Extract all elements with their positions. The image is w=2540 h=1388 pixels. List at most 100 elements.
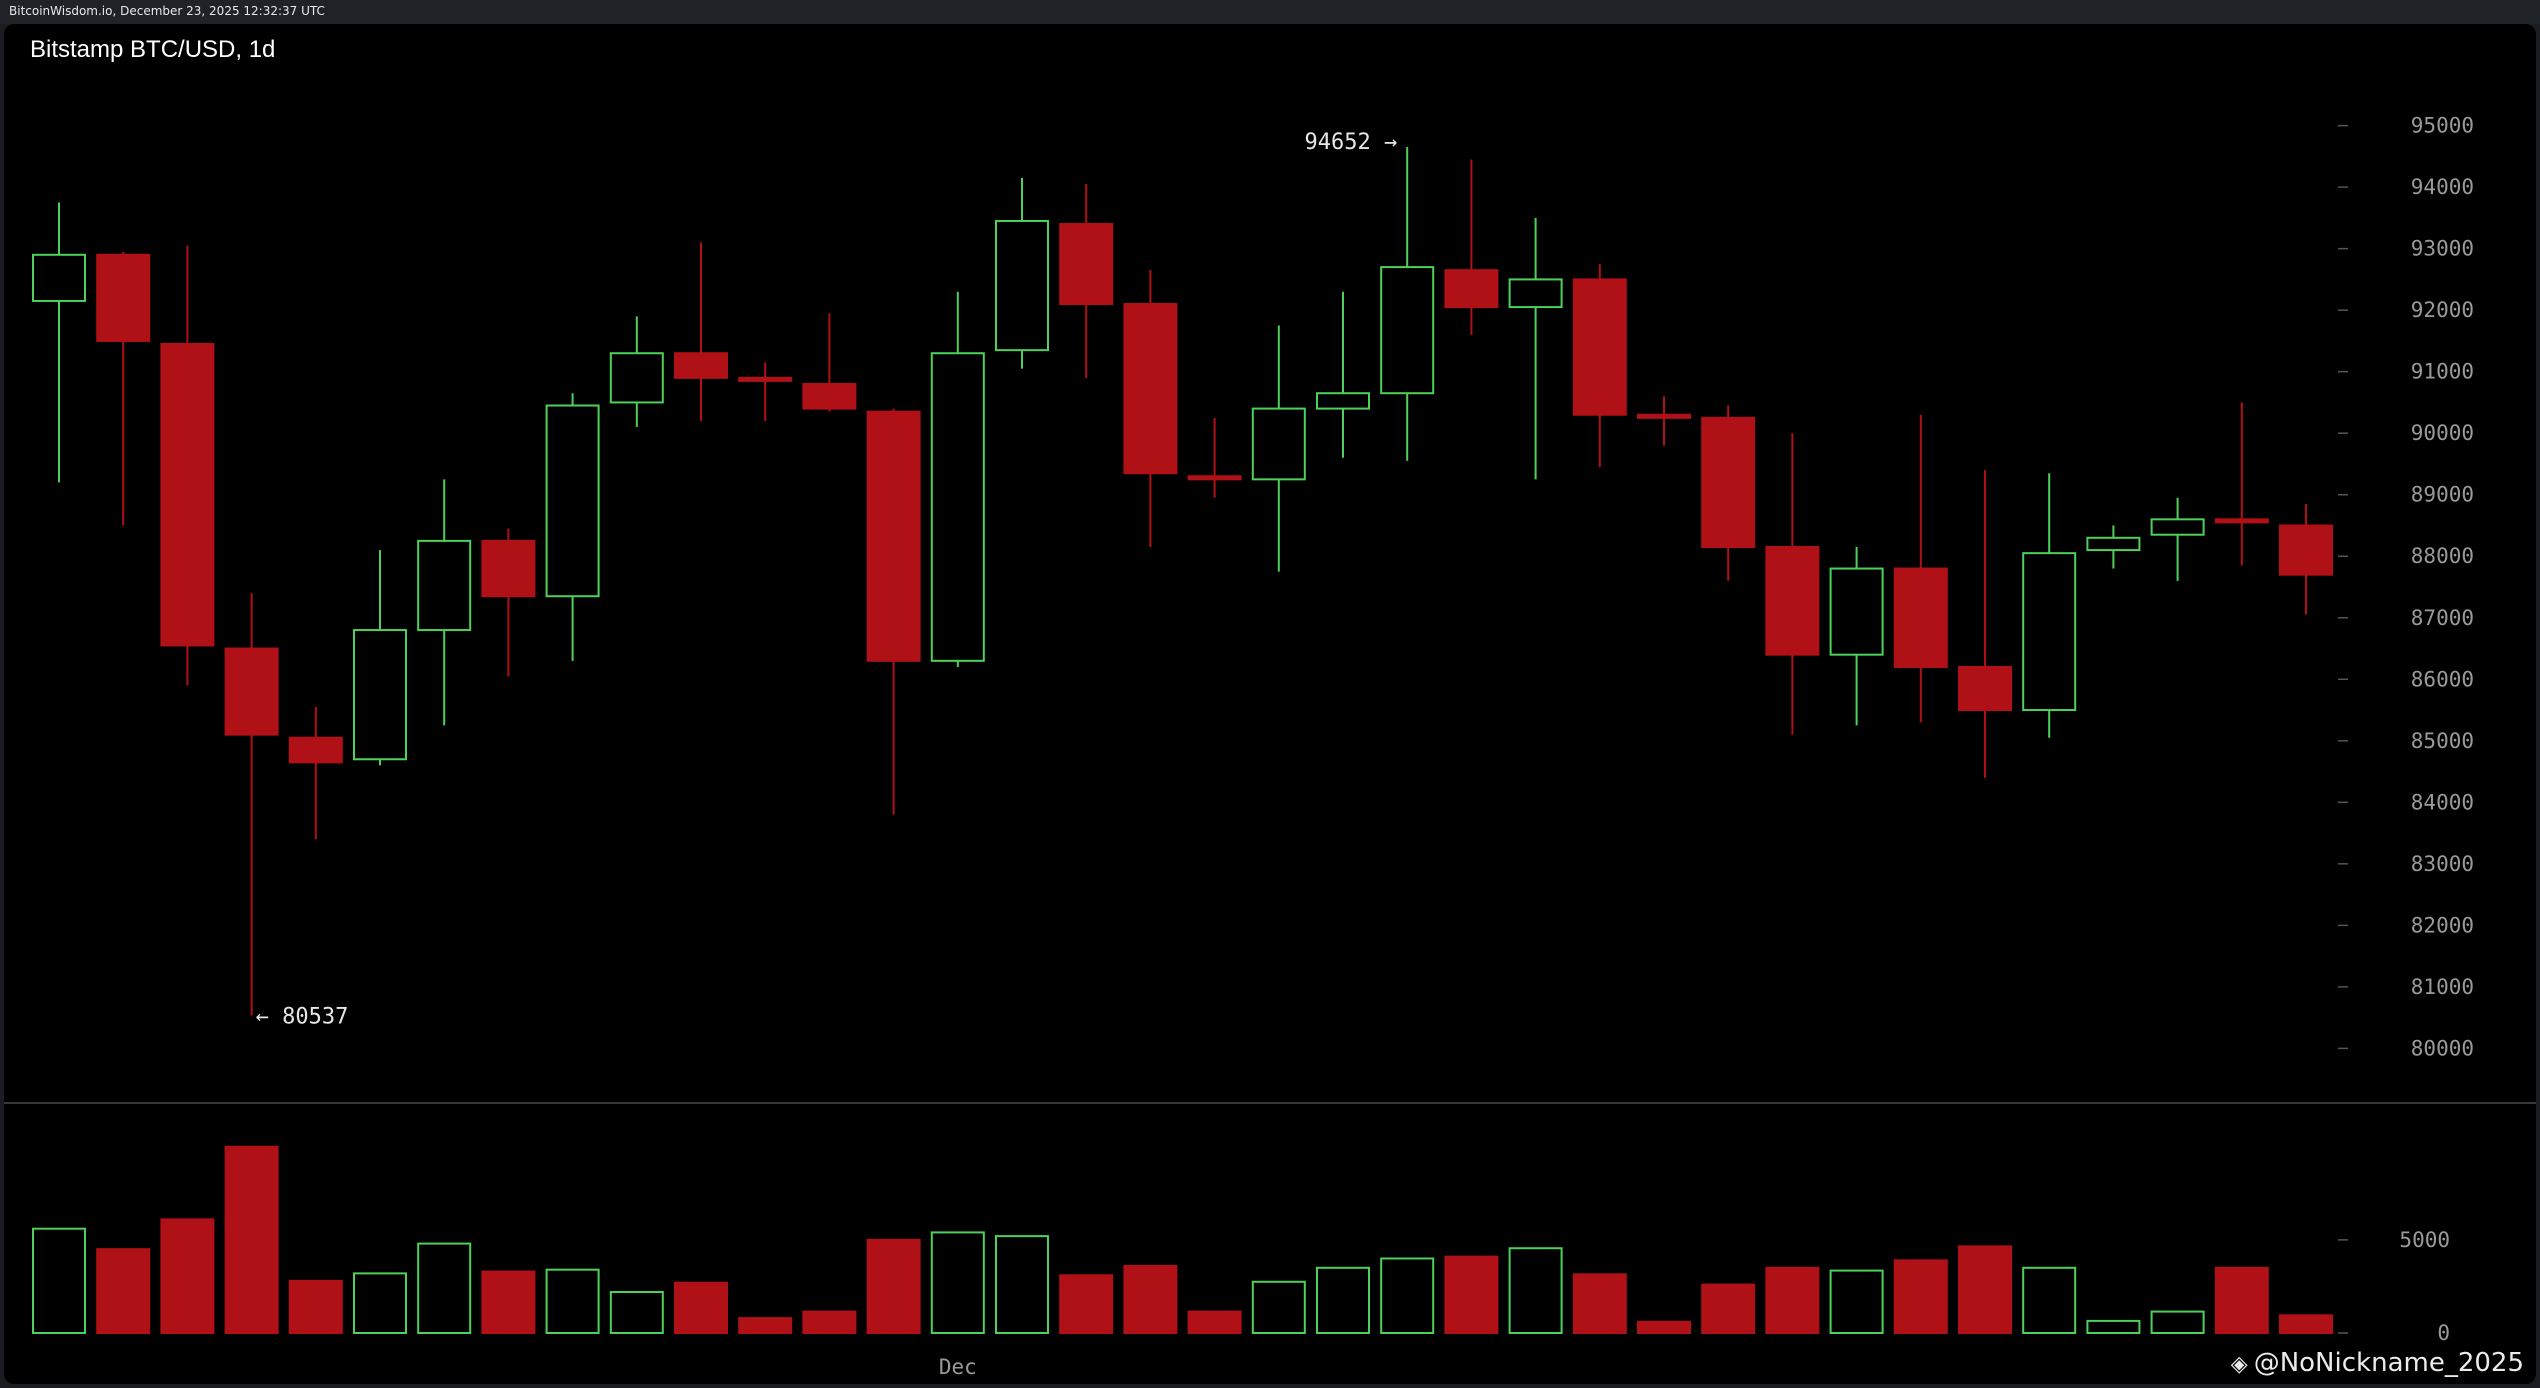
price-tick-label: 81000 <box>2411 975 2474 999</box>
chart-svg: 80000 81000 82000 83000 84000 85000 86000 87000… <box>4 114 2536 1379</box>
candle-body-down <box>160 343 215 647</box>
candle-body-up <box>930 352 985 662</box>
volume-bar-up <box>1316 1266 1370 1335</box>
candle-body-down <box>1765 546 1820 656</box>
candle-body-down <box>1059 223 1114 306</box>
volume-bar-down <box>160 1218 215 1335</box>
candle-body-down <box>738 376 793 382</box>
chart-frame: 80000 81000 82000 83000 84000 85000 86000 87000… <box>4 24 2536 1384</box>
high-annotation: 94652 → <box>1304 130 1397 155</box>
candle-body-up <box>1251 407 1306 481</box>
candle-body-up <box>2086 536 2141 552</box>
volume-bar-down <box>1701 1283 1756 1334</box>
volume-bar-down <box>96 1248 151 1335</box>
price-tick-label: 80000 <box>2411 1036 2474 1060</box>
binance-logo-icon: ◈ <box>2230 1352 2248 1377</box>
candle-body-down <box>2279 524 2333 576</box>
volume-bar-up <box>353 1272 407 1335</box>
volume-bar-down <box>1123 1264 1178 1334</box>
candle-body-down <box>288 736 343 764</box>
volume-bar-down <box>1765 1266 1820 1335</box>
candle-body-down <box>2214 518 2269 524</box>
candle-body-up <box>1380 266 1435 395</box>
candle-body-down <box>96 253 151 342</box>
candle-body-down <box>1893 567 1948 668</box>
volume-bar-up <box>1251 1280 1306 1335</box>
price-tick-label: 95000 <box>2411 114 2474 138</box>
candle-body-down <box>1701 416 1756 549</box>
volume-bar-down <box>2279 1314 2333 1335</box>
volume-bar-down <box>802 1310 857 1335</box>
volume-bar-down <box>866 1238 921 1335</box>
volume-bar-up <box>545 1268 600 1334</box>
candle-body-up <box>417 539 472 632</box>
price-tick-label: 91000 <box>2411 360 2474 384</box>
volume-bar-up <box>1380 1257 1435 1335</box>
volume-tick-label: 5000 <box>2399 1228 2450 1252</box>
candle-body-down <box>1187 475 1242 481</box>
volume-bar-up <box>2086 1319 2141 1335</box>
candle-body-up <box>1316 392 1370 410</box>
price-tick-label: 92000 <box>2411 298 2474 322</box>
volume-bar-down <box>1958 1245 2012 1334</box>
watermark: ◈ @NoNickname_2025 <box>2231 1348 2524 1378</box>
volume-bar-up <box>1829 1269 1884 1334</box>
price-tick-label: 87000 <box>2411 606 2474 630</box>
price-tick-label: 82000 <box>2411 913 2474 937</box>
volume-bar-down <box>1444 1255 1499 1334</box>
price-tick-label: 90000 <box>2411 421 2474 445</box>
volume-bar-up <box>2022 1266 2077 1335</box>
volume-bar-up <box>1508 1247 1563 1335</box>
price-tick-label: 84000 <box>2411 790 2474 814</box>
candle-body-down <box>1444 269 1499 309</box>
price-tick-label: 85000 <box>2411 729 2474 753</box>
volume-bar-down <box>1059 1274 1114 1334</box>
candle-body-up <box>995 219 1049 352</box>
price-tick-label: 88000 <box>2411 544 2474 568</box>
candle-body-up <box>1508 278 1563 309</box>
candle-body-up <box>2022 552 2077 712</box>
volume-bar-up <box>609 1291 664 1335</box>
candle-body-down <box>1123 303 1178 475</box>
price-tick-label: 89000 <box>2411 483 2474 507</box>
volume-bar-down <box>2214 1266 2269 1335</box>
volume-bar-down <box>738 1317 793 1334</box>
volume-bar-down <box>224 1145 279 1334</box>
candle-body-up <box>1829 567 1884 656</box>
price-tick-label: 94000 <box>2411 175 2474 199</box>
candle-body-down <box>224 647 279 736</box>
price-tick-label: 93000 <box>2411 237 2474 261</box>
candle-body-down <box>802 382 857 410</box>
volume-bar-down <box>481 1270 536 1335</box>
candle-body-down <box>866 410 921 662</box>
candle-body-up <box>353 629 407 761</box>
chart-title: Bitstamp BTC/USD, 1d <box>30 36 276 63</box>
x-tick-label: Dec <box>939 1355 977 1379</box>
volume-bar-up <box>930 1231 985 1334</box>
volume-bar-down <box>674 1281 728 1335</box>
volume-bar-down <box>1572 1273 1627 1334</box>
watermark-text: @NoNickname_2025 <box>2253 1348 2524 1378</box>
candle-body-up <box>2150 518 2205 536</box>
top-bar: BitcoinWisdom.io, December 23, 2025 12:3… <box>0 0 2540 24</box>
candle-body-up <box>609 352 664 404</box>
price-tick-label: 86000 <box>2411 667 2474 691</box>
candle-body-down <box>1572 278 1627 416</box>
candle-body-up <box>32 253 86 302</box>
volume-tick-label: 0 <box>2437 1321 2450 1345</box>
candle-body-down <box>1637 413 1691 419</box>
volume-bar-down <box>1893 1259 1948 1334</box>
volume-bar-up <box>417 1242 472 1335</box>
volume-bar-down <box>288 1279 343 1335</box>
price-tick-label: 83000 <box>2411 852 2474 876</box>
volume-bar-down <box>1187 1310 1242 1335</box>
volume-bar-up <box>2150 1310 2205 1335</box>
candle-body-down <box>1958 665 2012 712</box>
top-bar-text: BitcoinWisdom.io, December 23, 2025 12:3… <box>9 4 325 18</box>
low-annotation: ← 80537 <box>256 1004 349 1029</box>
candle-body-down <box>481 539 536 598</box>
volume-bar-up <box>995 1235 1049 1334</box>
volume-bar-down <box>1637 1320 1691 1334</box>
volume-bar-up <box>32 1227 86 1335</box>
candle-body-down <box>674 352 728 379</box>
